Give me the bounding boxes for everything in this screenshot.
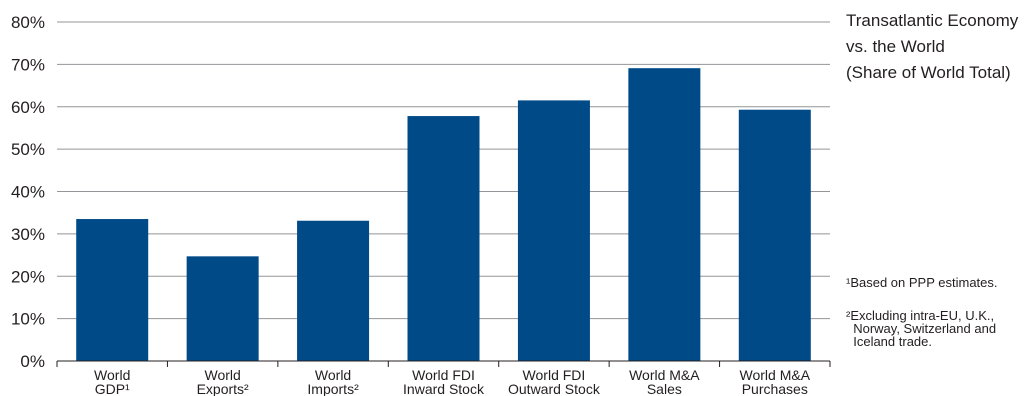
y-tick-label: 80% [11, 13, 45, 32]
chart-title-line-1: Transatlantic Economy [846, 11, 1019, 30]
x-tick-label: World Exports² [197, 367, 249, 396]
x-tick-label-line: Inward Stock [403, 381, 485, 396]
x-tick-label-line: World M&A [629, 367, 700, 383]
x-tick-label: World FDI Outward Stock [508, 367, 601, 396]
bar [517, 100, 590, 362]
y-tick-label: 0% [20, 352, 45, 371]
y-tick-label: 60% [11, 98, 45, 117]
bar [297, 220, 370, 361]
x-tick-label: World FDI Inward Stock [403, 367, 485, 396]
x-tick-label-line: World [94, 367, 130, 383]
x-tick-label: World Imports² [307, 367, 359, 396]
y-tick-label: 70% [11, 55, 45, 74]
x-tick-label-line: World M&A [740, 367, 811, 383]
bar [76, 219, 149, 361]
x-tick-label-line: Outward Stock [508, 381, 601, 396]
bar [186, 256, 259, 361]
x-tick-label-line: Sales [647, 381, 682, 396]
x-tick-label-line: GDP¹ [95, 381, 130, 396]
x-tick-label: World M&A Sales [629, 367, 700, 396]
y-tick-label: 30% [11, 225, 45, 244]
x-tick-label-line: Exports² [197, 381, 249, 396]
bar [628, 68, 701, 361]
y-axis-ticks: 0% 10% 20% 30% 40% 50% 60% 70% 80% [11, 13, 45, 371]
x-tick-label: World GDP¹ [94, 367, 130, 396]
x-tick-label-line: World [204, 367, 240, 383]
bar [738, 109, 811, 361]
x-axis [56, 360, 831, 367]
x-tick-label-line: Imports² [307, 381, 359, 396]
chart-title-line-3: (Share of World Total) [846, 63, 1011, 82]
x-tick-label-line: World [315, 367, 351, 383]
footnote-ppp: ¹Based on PPP estimates. [846, 275, 998, 290]
y-tick-label: 40% [11, 183, 45, 202]
x-tick-label: World M&A Purchases [740, 367, 811, 396]
y-tick-label: 10% [11, 310, 45, 329]
bars [76, 68, 811, 362]
bar [407, 116, 480, 361]
x-tick-label-line: World FDI [412, 367, 475, 383]
y-tick-label: 50% [11, 140, 45, 159]
chart-title-line-2: vs. the World [846, 37, 945, 56]
x-tick-label-line: Purchases [742, 381, 808, 396]
x-tick-label-line: World FDI [523, 367, 586, 383]
footnote-excluding: ²Excluding intra-EU, U.K., Norway, Switz… [846, 308, 997, 349]
y-tick-label: 20% [11, 267, 45, 286]
chart-title: Transatlantic Economy vs. the World (Sha… [846, 8, 1032, 86]
